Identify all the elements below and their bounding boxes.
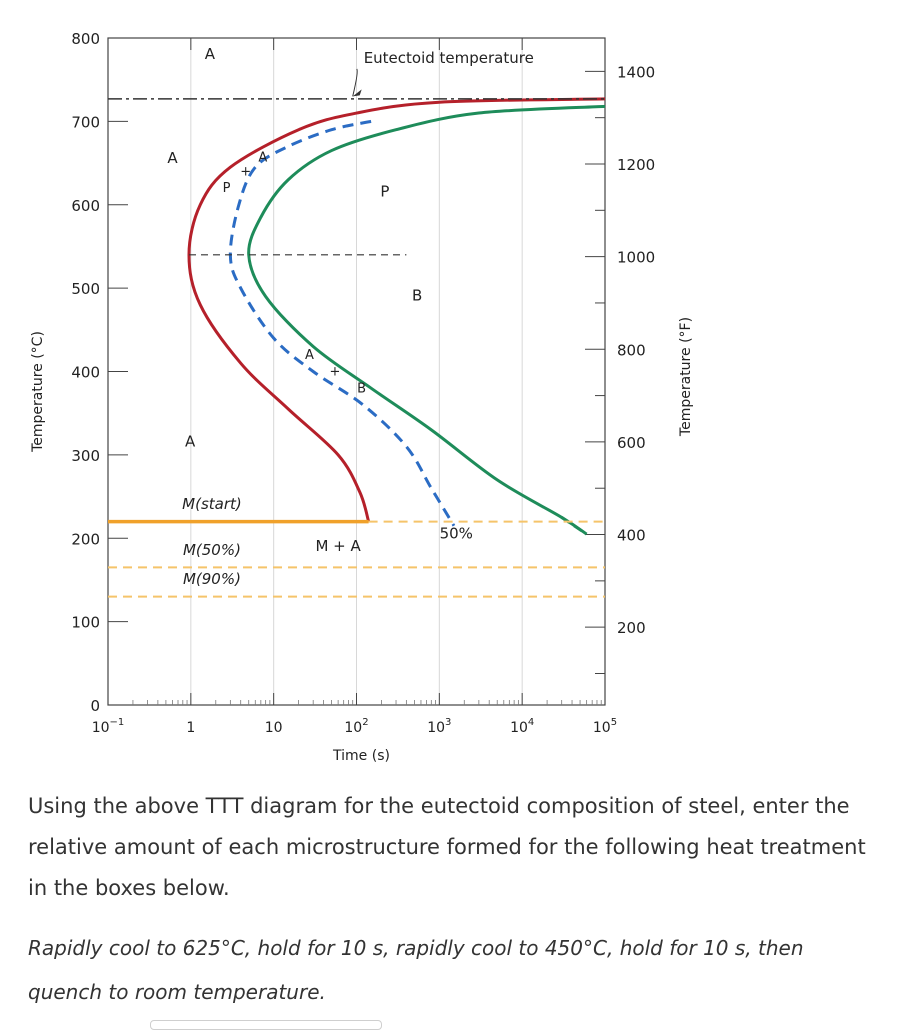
- x-tick-label: 10: [265, 720, 283, 736]
- y2-axis-title: Temperature (°F): [678, 317, 694, 437]
- y-tick-label: 300: [71, 447, 100, 465]
- y-axis-title: Temperature (°C): [30, 331, 46, 453]
- annotation-label: A: [258, 150, 267, 165]
- x-tick-label: 104: [510, 717, 534, 736]
- annotation-arrow: [352, 68, 358, 97]
- annotation-label: +: [240, 165, 251, 180]
- y-tick-label: 0: [90, 697, 100, 715]
- y-tick-label: 200: [71, 530, 100, 548]
- ttt-diagram: 10−1 1 10 102 103 104 105 0 100 200 300 400 500 600 70…: [30, 30, 694, 764]
- annotation-label: M(90%): [183, 570, 241, 588]
- series-fifty-percent: [228, 119, 456, 527]
- annotation-label: 50%: [440, 524, 473, 542]
- x-tick-label: 1: [186, 720, 195, 736]
- y2-tick-label: 1400: [617, 63, 655, 81]
- annotation-label: M(50%): [183, 541, 241, 559]
- x-tick-label: 102: [344, 717, 368, 736]
- annotation-label: B: [357, 381, 366, 396]
- annotation-label: M(start): [182, 495, 242, 513]
- y2-tick-label: 200: [617, 619, 646, 637]
- annotation-label: A: [205, 45, 216, 63]
- series-transformation-finish-extension: [560, 516, 588, 536]
- x-axis-title: Time (s): [332, 748, 390, 764]
- series-transformation-finish: [247, 104, 606, 536]
- y2-tick-label: 600: [617, 434, 646, 452]
- annotation-arrowhead: [352, 89, 362, 97]
- heat-treatment-procedure: Rapidly cool to 625°C, hold for 10 s, ra…: [28, 936, 804, 1004]
- annotation-label: Eutectoid temperature: [364, 49, 534, 67]
- annotation-label: A: [185, 433, 196, 451]
- annotation-label: M + A: [315, 537, 361, 555]
- axes-layer: 10−1 1 10 102 103 104 105 0 100 200 300 400 500 600 70…: [30, 30, 694, 764]
- y2-tick-label: 1000: [617, 249, 655, 267]
- x-tick-label: 103: [427, 717, 451, 736]
- annotation-label: B: [412, 287, 422, 305]
- x-tick-label: 105: [593, 717, 617, 736]
- annotation-label: P: [380, 182, 389, 200]
- y-tick-label: 100: [71, 614, 100, 632]
- grid-layer: [190, 38, 523, 705]
- annotation-label: +: [330, 365, 341, 380]
- annotation-label: A: [305, 348, 314, 363]
- series-layer: [108, 97, 606, 598]
- x-tick-label: 10−1: [92, 717, 125, 736]
- y-tick-label: 800: [71, 30, 100, 48]
- y-tick-label: 600: [71, 197, 100, 215]
- annotation-label: A: [167, 149, 178, 167]
- answer-input-box[interactable]: [150, 1020, 382, 1030]
- y-tick-label: 500: [71, 280, 100, 298]
- y-tick-label: 400: [71, 364, 100, 382]
- y2-tick-label: 400: [617, 527, 646, 545]
- y2-tick-label: 800: [617, 341, 646, 359]
- annotation-label: P: [223, 181, 231, 196]
- question-text: Using the above TTT diagram for the eute…: [28, 794, 866, 900]
- series-transformation-start: [187, 97, 606, 523]
- y-tick-label: 700: [71, 113, 100, 131]
- y2-tick-label: 1200: [617, 156, 655, 174]
- annotation-layer: Eutectoid temperature A A A P + A P A + B B M(start)…: [167, 45, 534, 588]
